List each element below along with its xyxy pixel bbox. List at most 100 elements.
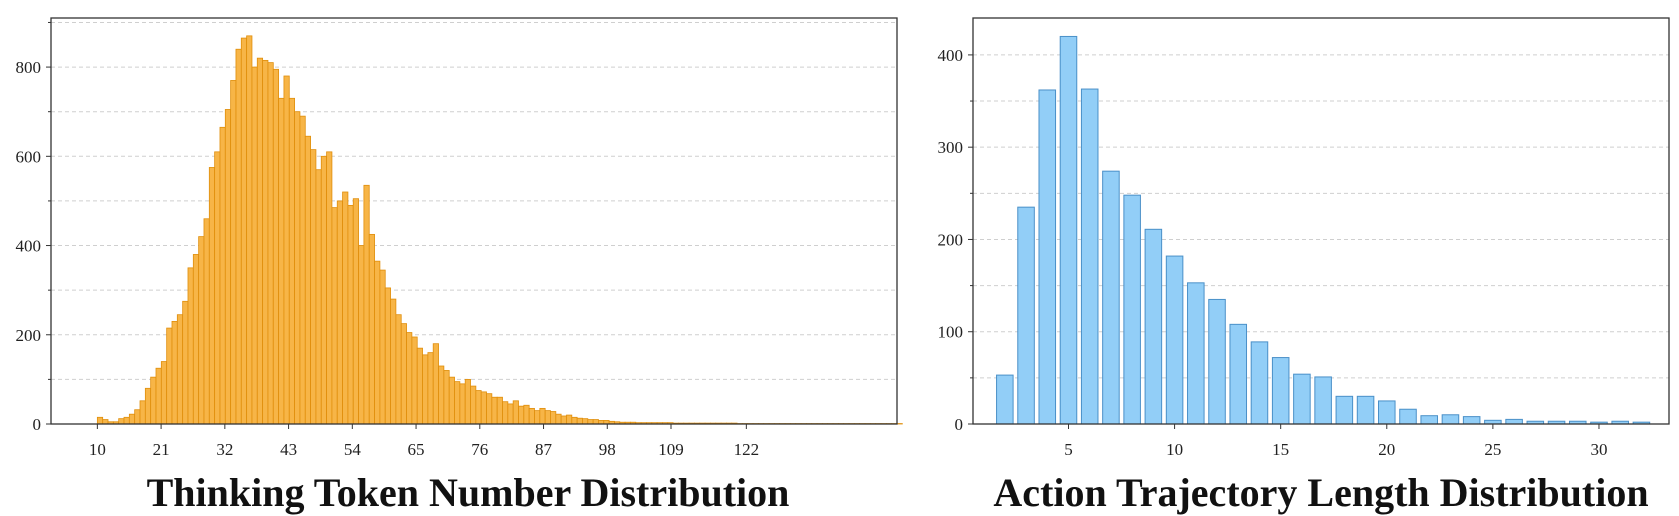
- bar: [1505, 418, 1523, 425]
- bar: [1102, 170, 1120, 425]
- x-tick-label: 21: [153, 440, 170, 459]
- chart-title: Action Trajectory Length Distribution: [993, 470, 1648, 515]
- y-tick-label: 600: [16, 147, 42, 166]
- y-tick-label: 300: [938, 138, 964, 157]
- histogram-bar: [502, 401, 509, 425]
- histogram-bar: [262, 59, 269, 425]
- histogram-bar: [443, 370, 450, 425]
- plot-frame: [50, 17, 898, 425]
- bar: [1314, 376, 1332, 425]
- bar: [1144, 228, 1163, 425]
- histogram-bar: [512, 400, 519, 425]
- bar: [1378, 400, 1396, 425]
- histogram-bar: [331, 207, 338, 425]
- histogram-bar: [523, 404, 530, 425]
- bar: [1250, 341, 1269, 425]
- y-tick-label: 400: [16, 237, 42, 256]
- y-tick-label: 200: [938, 230, 964, 249]
- x-tick-label: 98: [599, 440, 616, 459]
- histogram-bar: [251, 66, 258, 425]
- histogram-bar: [294, 111, 301, 425]
- histogram-bar: [422, 354, 429, 425]
- y-tick-label: 100: [938, 323, 964, 342]
- chart-title: Thinking Token Number Distribution: [147, 470, 790, 515]
- histogram-bar: [571, 416, 578, 425]
- histogram-bar: [278, 97, 285, 425]
- histogram-bar: [475, 390, 482, 425]
- histogram-bar: [486, 393, 493, 425]
- bar: [1123, 194, 1141, 425]
- histogram-bar: [283, 75, 290, 425]
- histogram-bar: [310, 149, 317, 425]
- histogram-bar: [368, 233, 375, 425]
- histogram-bar: [438, 365, 445, 425]
- histogram-bar: [240, 37, 248, 425]
- histogram-bar: [182, 300, 189, 425]
- histogram-bar: [139, 400, 146, 425]
- bar: [1187, 282, 1205, 425]
- histogram-bar: [320, 155, 327, 425]
- bar: [1059, 35, 1078, 425]
- histogram-bar: [427, 352, 434, 425]
- bar: [1420, 415, 1438, 425]
- x-tick-label: 54: [344, 440, 362, 459]
- action-trajectory-chart: 0 100 200 300 400 5 10 15 20 25 30 Action Trajecto…: [938, 17, 1670, 515]
- histogram-bar: [518, 405, 525, 425]
- histogram-bar: [539, 407, 546, 425]
- histogram-bar: [470, 385, 477, 425]
- histogram-bar: [299, 115, 306, 425]
- histogram-bar: [342, 191, 349, 425]
- histogram-bar: [118, 418, 125, 425]
- histogram-bar: [395, 314, 402, 425]
- histogram-bar: [171, 320, 178, 425]
- histogram-bar: [592, 419, 599, 425]
- histogram-bar: [550, 411, 557, 425]
- histogram-bar: [374, 260, 381, 425]
- histogram-bar: [198, 236, 205, 425]
- y-tick-label: 800: [16, 58, 42, 77]
- histogram-bar: [230, 80, 237, 425]
- histogram-bar: [134, 409, 141, 425]
- x-tick-label: 10: [1166, 440, 1183, 459]
- x-tick-label: 87: [535, 440, 553, 459]
- x-tick-label: 65: [408, 440, 425, 459]
- histogram-bar: [416, 347, 423, 425]
- histogram-bar: [459, 383, 466, 425]
- x-tick-label: 15: [1272, 440, 1289, 459]
- histogram-bar: [102, 419, 109, 425]
- histogram-bar: [336, 200, 343, 425]
- x-tick-label: 20: [1378, 440, 1395, 459]
- histogram-bar: [176, 314, 184, 425]
- y-tick-label: 0: [955, 415, 964, 434]
- histogram-bar: [315, 169, 322, 425]
- histogram-bar: [214, 151, 221, 425]
- bar: [1208, 298, 1226, 425]
- x-tick-label: 5: [1064, 440, 1073, 459]
- bar: [1293, 373, 1311, 425]
- histogram-bar: [534, 410, 541, 425]
- histogram-bar: [555, 413, 562, 425]
- y-tick-label: 0: [33, 415, 42, 434]
- x-tick-label: 10: [89, 440, 106, 459]
- histogram-bar: [384, 287, 391, 425]
- histogram-bar: [400, 323, 407, 425]
- bar: [1399, 408, 1417, 425]
- bar: [1017, 206, 1035, 425]
- histogram-bar: [544, 410, 551, 425]
- histogram-bar: [267, 62, 274, 425]
- x-tick-label: 30: [1590, 440, 1607, 459]
- histogram-bar: [411, 336, 418, 425]
- histogram-bar: [528, 407, 535, 425]
- x-tick-label: 25: [1484, 440, 1501, 459]
- histogram-bar: [203, 218, 210, 425]
- bar: [1165, 255, 1184, 425]
- x-tick-label: 76: [471, 440, 488, 459]
- histogram-bar: [582, 418, 589, 425]
- histogram-bar: [454, 381, 461, 425]
- histogram-bar: [448, 376, 455, 425]
- histogram-bar: [576, 417, 583, 425]
- histogram-bar: [587, 419, 594, 425]
- bar: [1356, 395, 1375, 425]
- histogram-bar: [363, 184, 370, 425]
